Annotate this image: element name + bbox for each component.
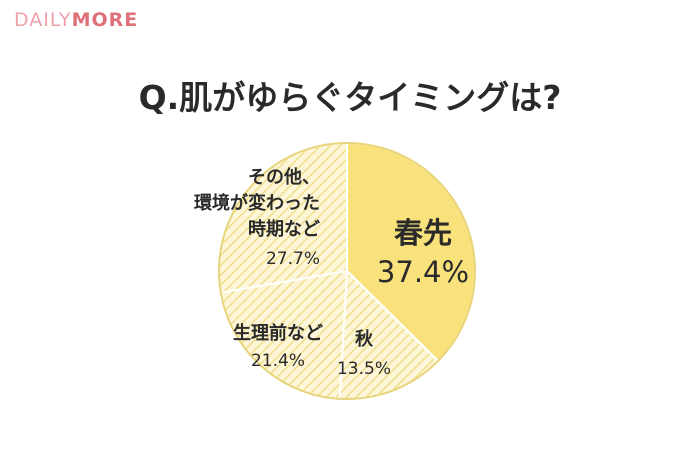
logo-part-daily: DAILY	[14, 9, 72, 31]
chart-title: Q.肌がゆらぐタイミングは?	[138, 78, 562, 117]
slice-percent-seiri: 21.4%	[251, 351, 305, 371]
logo-part-more: MORE	[71, 9, 139, 31]
slice-label-aki: 秋	[355, 328, 374, 350]
slice-percent-sonota: 27.7%	[266, 249, 320, 269]
pie-slice-sonota	[218, 141, 348, 294]
slice-percent-haru: 37.4%	[377, 255, 469, 289]
pie-outline	[218, 142, 476, 400]
slice-label-seiri: 生理前など	[233, 322, 323, 344]
slice-label-haru: 春先	[394, 216, 452, 250]
slice-percent-aki: 13.5%	[337, 359, 391, 379]
slice-label-sonota-line-3: 時期など	[248, 219, 320, 240]
brand-logo: DAILYMORE	[14, 8, 138, 32]
slice-label-sonota-line-1: その他、	[248, 166, 320, 188]
pie-slices	[218, 141, 476, 400]
slice-label-sonota-line-2: 環境が変わった	[194, 192, 320, 214]
